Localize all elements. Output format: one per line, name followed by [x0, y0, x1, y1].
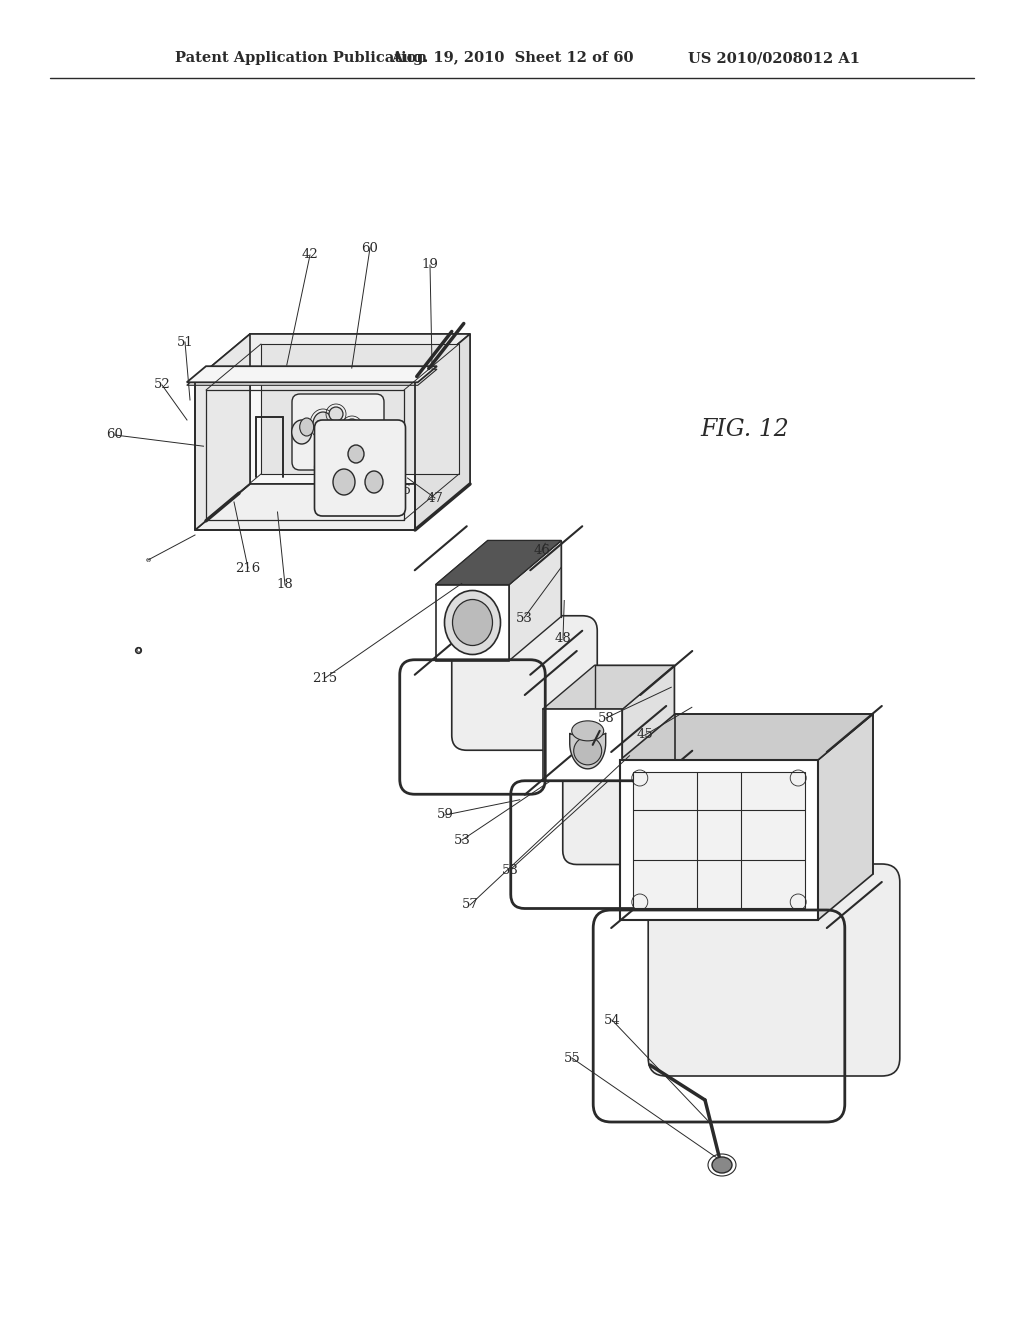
Polygon shape	[186, 366, 437, 383]
FancyBboxPatch shape	[648, 865, 900, 1076]
Polygon shape	[436, 585, 509, 660]
Text: 19: 19	[422, 259, 438, 272]
Polygon shape	[633, 772, 805, 908]
Text: 58: 58	[598, 711, 614, 725]
Text: 60: 60	[106, 429, 124, 441]
Text: 47: 47	[427, 491, 443, 504]
Text: 58: 58	[502, 863, 518, 876]
Polygon shape	[569, 733, 606, 768]
Text: 42: 42	[302, 248, 318, 261]
Polygon shape	[250, 334, 470, 484]
Ellipse shape	[314, 459, 329, 474]
Polygon shape	[186, 370, 437, 385]
Text: 49: 49	[377, 454, 393, 466]
Ellipse shape	[444, 590, 501, 655]
Text: 52: 52	[154, 379, 170, 392]
Ellipse shape	[292, 420, 311, 444]
Polygon shape	[415, 334, 470, 531]
Ellipse shape	[365, 471, 383, 492]
Text: 59: 59	[436, 808, 454, 821]
Text: 55: 55	[563, 1052, 581, 1064]
Text: 53: 53	[515, 611, 532, 624]
Text: 16: 16	[394, 483, 412, 496]
Polygon shape	[543, 665, 675, 709]
Ellipse shape	[329, 407, 343, 421]
Polygon shape	[623, 665, 675, 780]
Ellipse shape	[313, 412, 333, 436]
Polygon shape	[195, 334, 250, 531]
Text: US 2010/0208012 A1: US 2010/0208012 A1	[688, 51, 860, 65]
Ellipse shape	[348, 445, 364, 463]
FancyBboxPatch shape	[292, 393, 384, 470]
Ellipse shape	[712, 1158, 732, 1173]
Text: FIG. 12: FIG. 12	[700, 418, 788, 441]
Text: 53: 53	[454, 833, 470, 846]
Text: 216: 216	[236, 561, 261, 574]
Text: 54: 54	[603, 1014, 621, 1027]
FancyBboxPatch shape	[452, 615, 597, 750]
FancyBboxPatch shape	[314, 420, 406, 516]
Text: 215: 215	[312, 672, 338, 685]
Polygon shape	[620, 714, 873, 760]
Polygon shape	[818, 714, 873, 920]
Text: 51: 51	[176, 335, 194, 348]
Text: 45: 45	[637, 729, 653, 742]
Ellipse shape	[573, 737, 602, 764]
Text: Aug. 19, 2010  Sheet 12 of 60: Aug. 19, 2010 Sheet 12 of 60	[391, 51, 633, 65]
Text: Patent Application Publication: Patent Application Publication	[175, 51, 427, 65]
Text: 18: 18	[276, 578, 293, 591]
Polygon shape	[195, 484, 470, 531]
Polygon shape	[195, 334, 470, 380]
Ellipse shape	[344, 418, 360, 437]
FancyBboxPatch shape	[563, 737, 707, 865]
Polygon shape	[509, 540, 561, 660]
Text: 60: 60	[361, 242, 379, 255]
Polygon shape	[261, 345, 459, 474]
Text: 48: 48	[555, 631, 571, 644]
Ellipse shape	[333, 469, 355, 495]
Ellipse shape	[571, 721, 604, 741]
Polygon shape	[543, 709, 623, 780]
Polygon shape	[620, 760, 818, 920]
Text: 57: 57	[462, 899, 478, 912]
Ellipse shape	[453, 599, 493, 645]
Ellipse shape	[300, 418, 313, 436]
Text: o: o	[135, 645, 141, 655]
Text: o: o	[145, 556, 151, 564]
Polygon shape	[436, 540, 561, 585]
Polygon shape	[436, 540, 561, 585]
Text: 46: 46	[534, 544, 551, 557]
